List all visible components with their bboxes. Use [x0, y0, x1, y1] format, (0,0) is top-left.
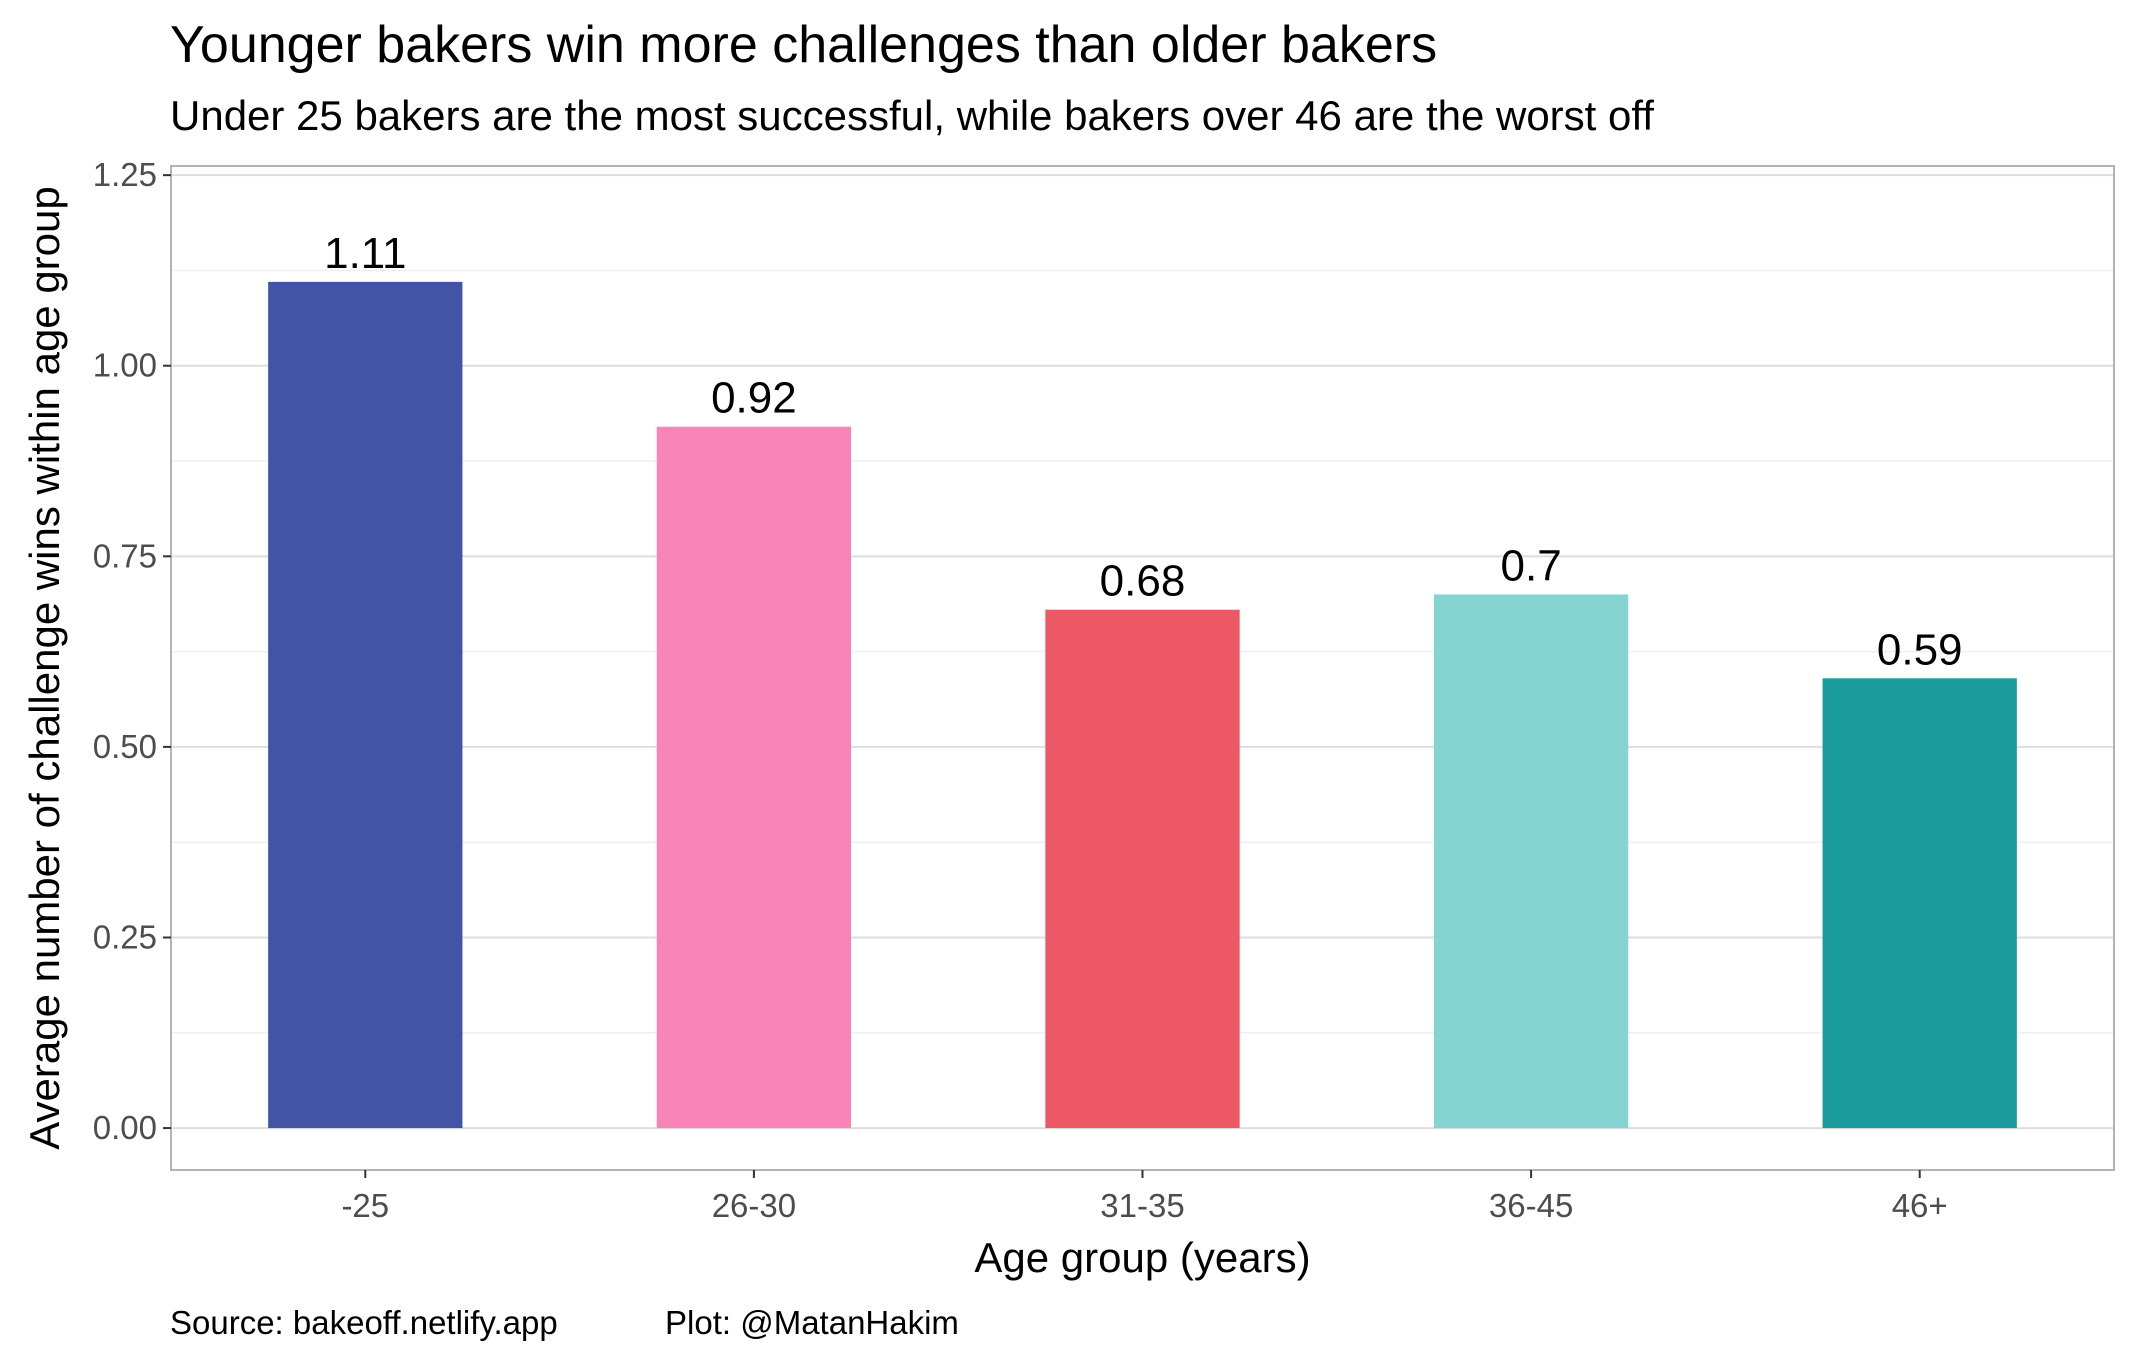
caption-plot: Plot: @MatanHakim: [665, 1304, 959, 1341]
bar: [1822, 678, 2017, 1129]
x-axis: -25 26-30 31-35 36-45 46+: [341, 1170, 1948, 1224]
y-tick-label: 0.25: [93, 918, 157, 955]
y-tick-label: 1.00: [93, 347, 157, 384]
x-tick-label: 46+: [1892, 1187, 1948, 1224]
bar: [268, 281, 463, 1129]
bar-value-label: 0.7: [1501, 541, 1562, 590]
bar-value-label: 0.59: [1877, 625, 1963, 674]
data-labels: 1.11 0.92 0.68 0.7 0.59: [324, 229, 1962, 674]
chart-title: Younger bakers win more challenges than …: [170, 16, 1437, 74]
caption-source: Source: bakeoff.netlify.app: [170, 1304, 558, 1341]
x-tick-label: 31-35: [1100, 1187, 1184, 1224]
y-tick-label: 1.25: [93, 156, 157, 193]
x-tick-label: -25: [341, 1187, 389, 1224]
bar-value-label: 0.92: [711, 374, 797, 423]
y-axis-title: Average number of challenge wins within …: [21, 186, 68, 1150]
chart-subtitle: Under 25 bakers are the most successful,…: [170, 92, 1654, 139]
bar-value-label: 0.68: [1100, 557, 1186, 606]
x-tick-label: 26-30: [712, 1187, 796, 1224]
bar: [656, 426, 852, 1129]
x-axis-title: Age group (years): [974, 1234, 1310, 1281]
bars: [268, 281, 2017, 1129]
bar-value-label: 1.11: [324, 229, 406, 278]
x-tick-label: 36-45: [1489, 1187, 1573, 1224]
y-tick-label: 0.75: [93, 537, 157, 574]
bar: [1045, 609, 1240, 1129]
y-tick-label: 0.00: [93, 1109, 157, 1146]
y-tick-label: 0.50: [93, 728, 157, 765]
bar: [1433, 594, 1629, 1129]
y-axis: 0.00 0.25 0.50 0.75 1.00 1.25: [93, 156, 171, 1146]
